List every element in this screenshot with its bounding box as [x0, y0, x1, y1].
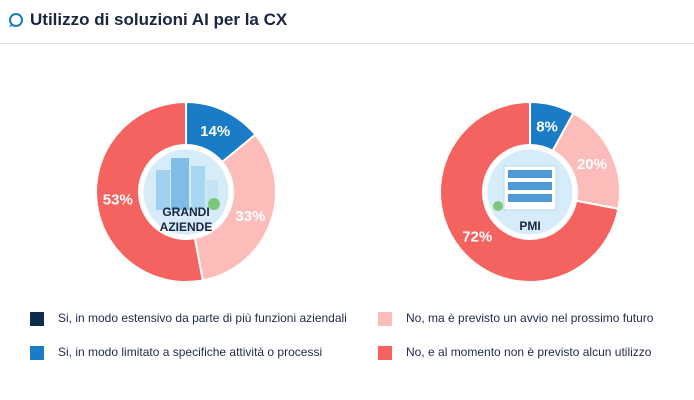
center-label: GRANDI — [162, 205, 209, 219]
legend-label: Si, in modo estensivo da parte di più fu… — [58, 311, 347, 325]
header: Utilizzo di soluzioni AI per la CX — [0, 0, 694, 44]
center-illustration — [484, 146, 576, 238]
center-illustration — [140, 146, 232, 238]
center-label: AZIENDE — [160, 220, 213, 234]
legend-label: No, ma è previsto un avvio nel prossimo … — [406, 311, 654, 325]
slice-label-limitato: 14% — [200, 123, 230, 140]
slice-label-previsto: 33% — [235, 208, 265, 225]
slice-label-nessuno: 72% — [462, 229, 492, 246]
legend-label: Si, in modo limitato a specifiche attivi… — [58, 345, 323, 359]
legend-swatch — [378, 312, 392, 326]
legend-swatch — [30, 312, 44, 326]
page-title: Utilizzo di soluzioni AI per la CX — [30, 10, 288, 29]
chat-bubble-icon — [9, 13, 23, 27]
slice-label-previsto: 20% — [577, 156, 607, 173]
slice-label-nessuno: 53% — [103, 191, 133, 208]
legend-swatch — [30, 346, 44, 360]
slice-nessuno — [95, 100, 205, 283]
slice-label-limitato: 8% — [536, 119, 558, 136]
legend-swatch — [378, 346, 392, 360]
legend-label: No, e al momento non è previsto alcun ut… — [406, 345, 652, 359]
slice-previsto — [193, 133, 277, 282]
donut-chart-pmi: 8% 20% 72% PMI — [439, 100, 621, 283]
slice-nessuno — [439, 100, 620, 283]
center-label: PMI — [519, 219, 540, 233]
